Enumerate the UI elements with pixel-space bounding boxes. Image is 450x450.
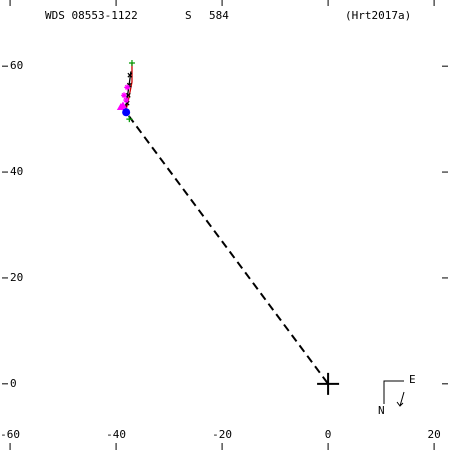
x-tick-label: -40 <box>106 428 126 441</box>
primary-star <box>317 372 340 395</box>
compass-arrow <box>396 391 405 407</box>
measure-point <box>123 97 130 104</box>
discoverer: S <box>185 9 192 22</box>
y-tick-label: 40 <box>10 165 23 178</box>
compass <box>383 380 405 407</box>
measure-point <box>128 60 135 66</box>
y-tick-label: 0 <box>10 377 17 390</box>
orbit-line <box>124 63 133 112</box>
measure-point <box>125 92 131 98</box>
measure-point <box>122 108 131 117</box>
compass-axes <box>383 380 404 404</box>
x-tick-label: 20 <box>427 428 440 441</box>
chart-title: WDS 08553-1122 <box>45 9 138 22</box>
compass-east: E <box>409 373 416 386</box>
y-tick-label: 60 <box>10 59 23 72</box>
x-tick-label: 0 <box>325 428 332 441</box>
y-tick-label: 20 <box>10 271 23 284</box>
measure-point <box>127 72 133 78</box>
reference: (Hrt2017a) <box>345 9 411 22</box>
orbit-line <box>127 115 329 385</box>
measure-point <box>126 116 133 123</box>
measure-point <box>124 84 131 91</box>
x-tick-label: -20 <box>212 428 232 441</box>
number: 584 <box>209 9 229 22</box>
measure-point <box>121 92 128 99</box>
measure-point <box>118 101 127 109</box>
x-tick-label: -60 <box>0 428 20 441</box>
compass-north: N <box>378 404 385 417</box>
